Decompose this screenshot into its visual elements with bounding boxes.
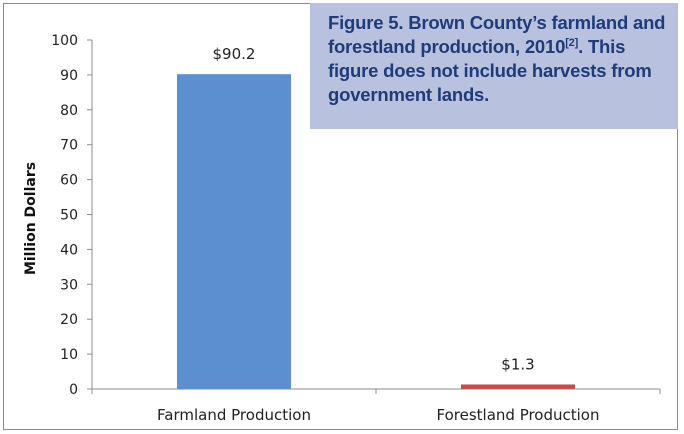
data-label: $1.3 <box>501 355 534 373</box>
data-label: $90.2 <box>213 45 256 63</box>
y-tick-label: 30 <box>60 277 78 293</box>
bar <box>461 384 575 389</box>
caption-reference: [2] <box>565 36 579 49</box>
caption-rest: . This figure does not include harvests … <box>328 36 652 105</box>
y-tick-label: 80 <box>60 103 78 119</box>
y-tick-label: 50 <box>60 208 78 224</box>
figure-caption-box: Figure 5. Brown County’s farmland and fo… <box>310 3 678 129</box>
y-axis-label: Million Dollars <box>23 162 39 275</box>
x-axis: Farmland Production Forestland Production <box>91 388 661 424</box>
y-tick-label: 40 <box>60 242 78 258</box>
x-category-label: Forestland Production <box>437 406 600 424</box>
caption-main: Figure 5. Brown County’s farmland and fo… <box>328 12 666 57</box>
y-tick-label: 70 <box>60 138 78 154</box>
figure-caption: Figure 5. Brown County’s farmland and fo… <box>328 11 668 107</box>
y-tick-label: 100 <box>51 33 78 49</box>
y-tick-label: 90 <box>60 68 78 84</box>
y-tick-label: 20 <box>60 312 78 328</box>
y-axis: 0 10 20 30 40 50 60 70 80 90 100 <box>51 33 93 398</box>
bars: $90.2 $1.3 <box>177 45 575 390</box>
y-tick-label: 60 <box>60 173 78 189</box>
bar <box>177 74 291 390</box>
y-tick-label: 0 <box>69 382 78 398</box>
x-category-label: Farmland Production <box>157 406 311 424</box>
y-tick-label: 10 <box>60 347 78 363</box>
